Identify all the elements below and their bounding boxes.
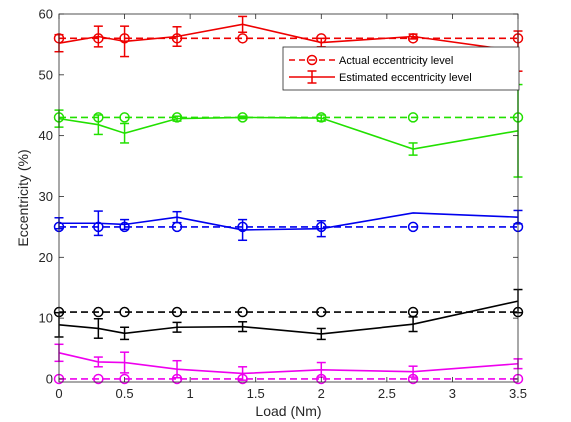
x-tick-label: 0.5 (116, 386, 134, 401)
estimated-errorbar (408, 142, 418, 156)
y-tick-label: 40 (39, 128, 53, 143)
estimated-errorbar (316, 114, 326, 122)
x-tick-label: 3.5 (509, 386, 527, 401)
x-tick-label: 1.5 (247, 386, 265, 401)
estimated-errorbar (93, 317, 103, 339)
estimated-errorbar (408, 365, 418, 378)
ticks-layer: 0 0.5 1 1.5 2 2.5 3 3.5 0 10 20 30 40 50 60 (39, 7, 528, 402)
estimated-errorbar (316, 220, 326, 238)
legend-actual-marker (306, 54, 318, 66)
actual-marker (119, 373, 130, 385)
estimated-line (59, 212, 519, 231)
estimated-errorbar (120, 218, 130, 231)
actual-marker (171, 306, 183, 318)
estimated-errorbar (120, 25, 130, 58)
estimated-errorbar (408, 316, 418, 333)
actual-marker (316, 306, 327, 318)
y-tick-label: 50 (39, 67, 53, 82)
estimated-errorbar (120, 351, 130, 374)
actual-marker (407, 221, 419, 233)
estimated-errorbar (120, 326, 130, 341)
x-tick-label: 0 (55, 386, 62, 401)
plot-frame (58, 13, 519, 383)
estimated-errorbar (238, 218, 248, 242)
legend-box (282, 46, 520, 91)
x-tick-label: 2.5 (378, 386, 396, 401)
estimated-errorbar (172, 115, 182, 122)
y-axis-label: Eccentricity (%) (15, 149, 31, 246)
estimated-line (58, 23, 519, 52)
y-tick-label: 20 (39, 250, 53, 265)
estimated-errorbar (172, 321, 182, 333)
estimated-errorbar (120, 122, 130, 144)
actual-marker (237, 33, 248, 44)
y-tick-label: 0 (46, 371, 53, 386)
x-tick-label: 1 (187, 386, 194, 401)
legend-estimated-label: Estimated eccentricity level (339, 72, 472, 84)
estimated-errorbar (238, 115, 248, 120)
estimated-line (58, 352, 519, 375)
actual-marker (93, 306, 104, 318)
estimated-errorbar (238, 15, 248, 33)
actual-marker (407, 112, 419, 123)
estimated-line (58, 116, 519, 150)
y-tick-label: 60 (39, 7, 53, 22)
estimated-errorbar (93, 25, 103, 48)
estimated-errorbar (93, 210, 103, 237)
y-tick-label: 10 (39, 311, 53, 326)
estimated-errorbar (93, 356, 103, 368)
actual-marker (119, 306, 130, 318)
actual-marker (237, 306, 248, 318)
actual-marker (93, 373, 104, 385)
estimated-errorbar (238, 321, 248, 333)
y-tick-label: 30 (39, 189, 53, 204)
actual-marker (119, 112, 130, 123)
estimated-errorbar (93, 114, 103, 136)
estimated-errorbar (172, 26, 182, 47)
x-tick-label: 3 (449, 386, 456, 401)
legend-actual-label: Actual eccentricity level (339, 55, 453, 67)
x-tick-label: 2 (318, 386, 325, 401)
legend: Actual eccentricity level Estimated ecce… (282, 46, 520, 91)
actual-marker (171, 112, 183, 123)
estimated-errorbar (316, 327, 326, 341)
estimated-errorbar (238, 366, 248, 381)
x-axis-label: Load (Nm) (255, 403, 321, 419)
estimated-errorbar (408, 33, 418, 40)
estimated-errorbar (172, 210, 182, 224)
estimated-errorbar (172, 359, 182, 379)
estimated-line (58, 300, 519, 335)
